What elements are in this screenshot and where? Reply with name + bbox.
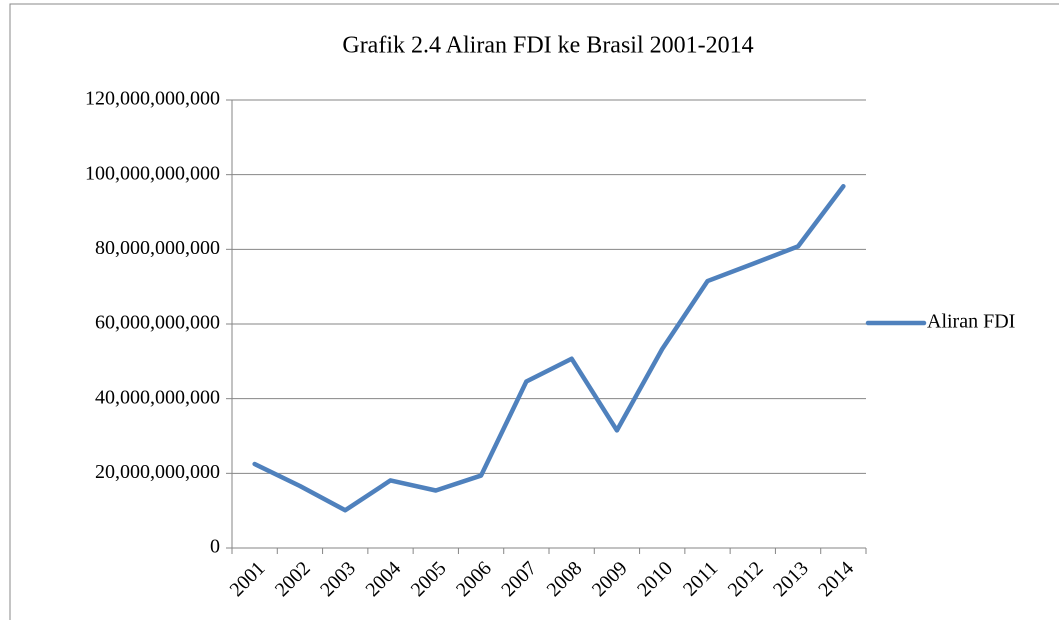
- x-tick-label: 2009: [588, 557, 632, 601]
- x-tick-label: 2010: [633, 557, 677, 601]
- line-series: [252, 183, 846, 513]
- x-tick-label: 2006: [452, 557, 496, 601]
- x-tick-label: 2007: [497, 557, 541, 601]
- x-tick-label: 2008: [543, 557, 587, 601]
- x-tick-label: 2013: [769, 557, 813, 601]
- y-tick-label: 20,000,000,000: [95, 461, 220, 483]
- y-tick-label: 80,000,000,000: [95, 237, 220, 259]
- x-tick-label: 2011: [679, 557, 722, 600]
- y-tick-label: 100,000,000,000: [85, 162, 220, 184]
- x-tick-label: 2012: [724, 557, 768, 601]
- x-tick-label: 2005: [407, 557, 451, 601]
- x-tick-label: 2002: [271, 557, 315, 601]
- y-tick-label: 60,000,000,000: [95, 312, 220, 334]
- chart-title: Grafik 2.4 Aliran FDI ke Brasil 2001-201…: [342, 33, 753, 59]
- x-tick-label: 2003: [316, 557, 360, 601]
- x-tick-label: 2004: [361, 557, 405, 601]
- x-tick-label: 2001: [226, 557, 270, 601]
- x-tick-label: 2014: [814, 557, 858, 601]
- y-tick-label: 40,000,000,000: [95, 386, 220, 408]
- legend-label: Aliran FDI: [927, 311, 1015, 333]
- y-tick-label: 120,000,000,000: [85, 88, 220, 110]
- y-tick-label: 0: [210, 536, 220, 558]
- chart-border: [9, 3, 1059, 620]
